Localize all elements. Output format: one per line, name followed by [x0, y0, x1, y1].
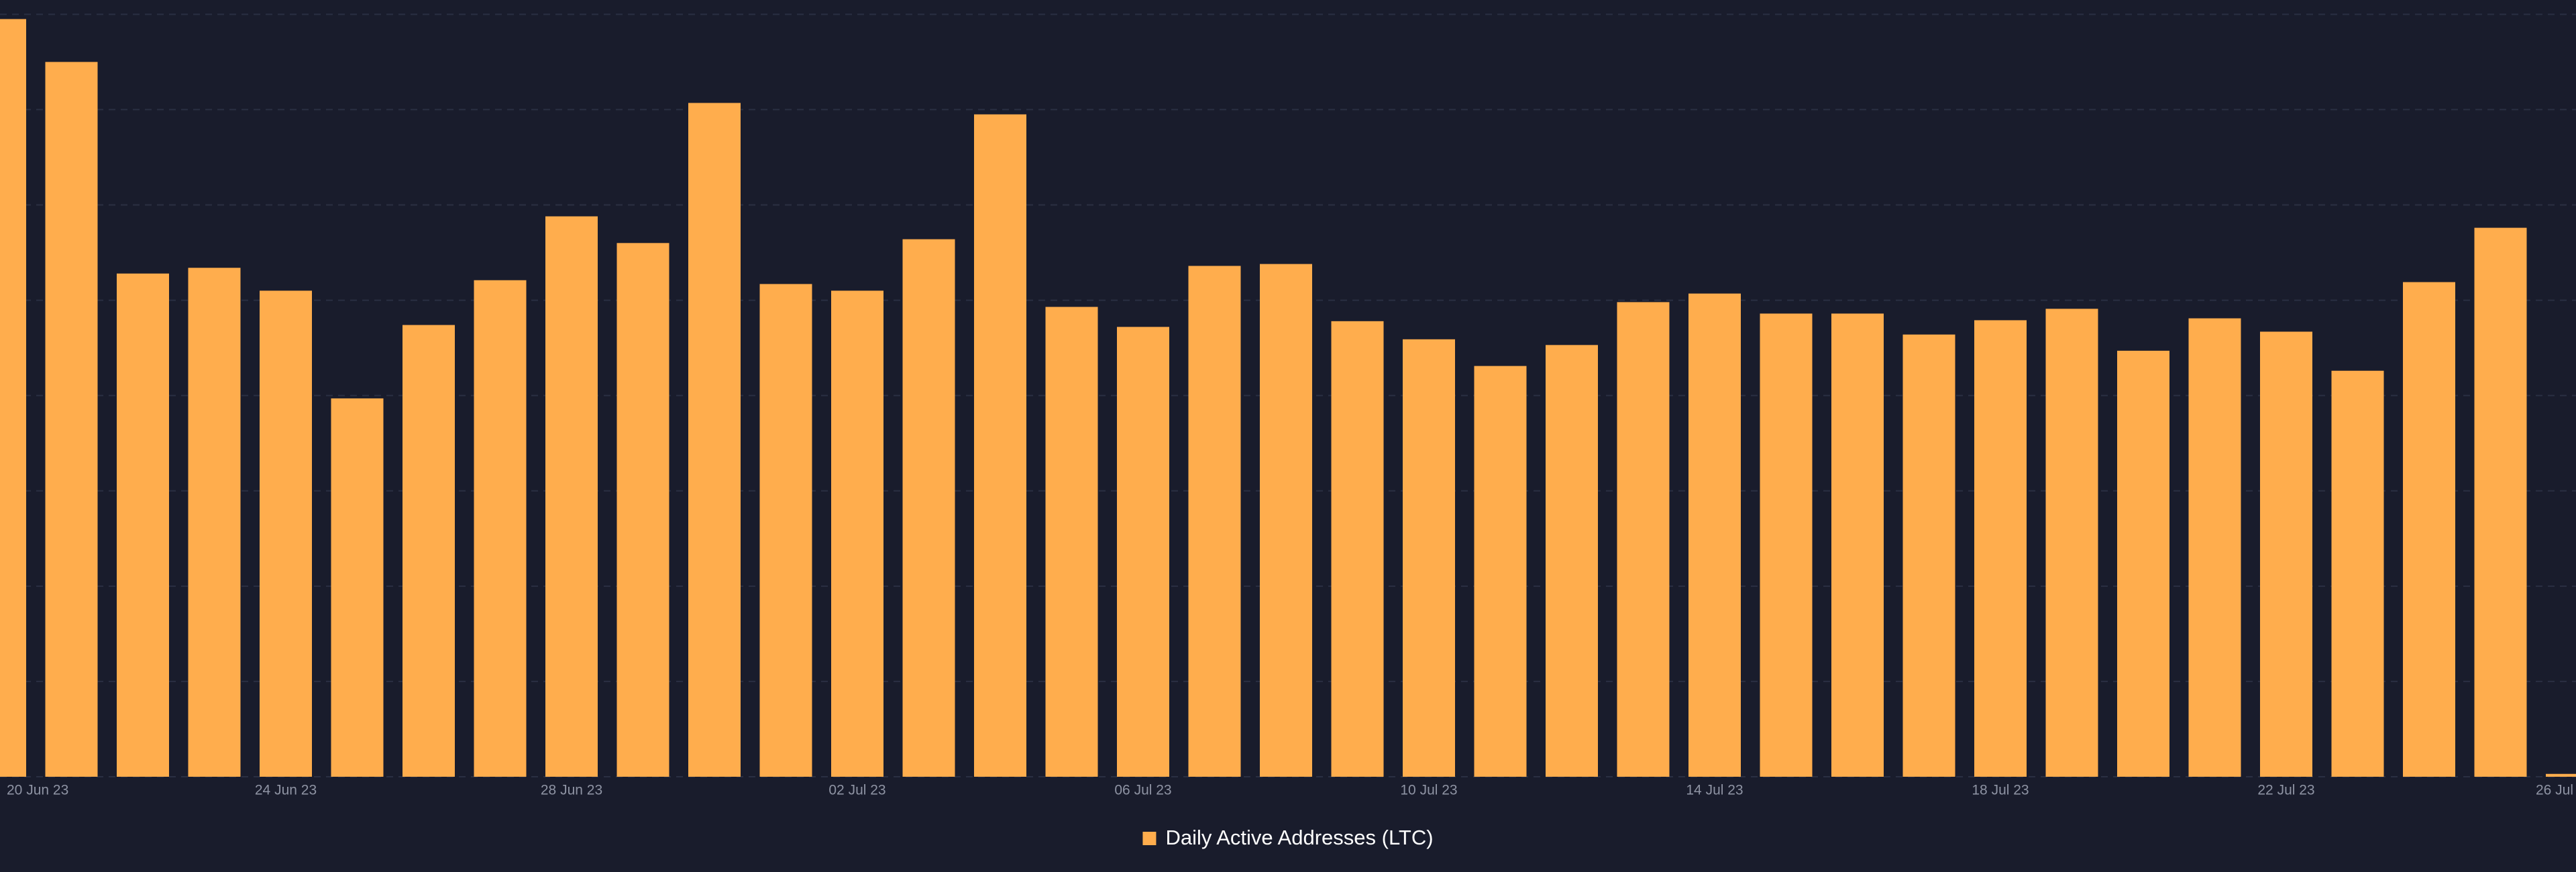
x-tick-label: 20 Jun 23: [7, 783, 68, 798]
bar: [2188, 318, 2241, 777]
bar: [45, 62, 98, 777]
bar: [1403, 339, 1455, 777]
bar: [1474, 366, 1527, 777]
bar: [1045, 307, 1098, 777]
bar: [188, 268, 241, 777]
x-tick-label: 14 Jul 23: [1686, 783, 1743, 798]
bar: [616, 243, 669, 777]
x-tick-label: 26 Jul: [2536, 783, 2573, 798]
bar: [974, 114, 1026, 777]
bar: [688, 103, 741, 777]
bar: [2045, 309, 2098, 777]
bar: [1331, 321, 1384, 777]
bar: [117, 273, 169, 777]
bar: [759, 284, 812, 777]
bar: [0, 19, 26, 777]
bar: [260, 290, 312, 777]
bar: [2117, 350, 2169, 777]
bar: [1260, 264, 1312, 777]
x-tick-label: 10 Jul 23: [1400, 783, 1457, 798]
x-tick-label: 18 Jul 23: [1972, 783, 2029, 798]
bar: [1546, 345, 1598, 777]
bar: [831, 290, 883, 777]
x-tick-label: 24 Jun 23: [255, 783, 317, 798]
bar: [2474, 227, 2527, 777]
bar: [402, 325, 455, 777]
x-tick-label: 06 Jul 23: [1114, 783, 1171, 798]
legend: Daily Active Addresses (LTC): [1142, 826, 1434, 849]
bar: [2403, 282, 2455, 777]
bar: [474, 280, 527, 777]
bar: [1831, 313, 1884, 777]
bar: [2331, 370, 2384, 777]
bar: [2546, 773, 2576, 777]
bar: [902, 239, 955, 777]
x-tick-label: 22 Jul 23: [2257, 783, 2314, 798]
x-tick-label: 02 Jul 23: [828, 783, 885, 798]
legend-swatch: [1142, 832, 1157, 845]
x-tick-label: 28 Jun 23: [541, 783, 602, 798]
bar: [1902, 334, 1955, 777]
bar: [1760, 313, 1813, 777]
bar: [1617, 302, 1670, 777]
bar: [545, 216, 598, 777]
bar: [1117, 327, 1169, 777]
legend-label: Daily Active Addresses (LTC): [1165, 826, 1433, 849]
bar: [2260, 331, 2312, 777]
bar: [331, 398, 384, 777]
bar: [1688, 293, 1741, 777]
bar: [1974, 320, 2027, 777]
bar: [1188, 266, 1241, 777]
